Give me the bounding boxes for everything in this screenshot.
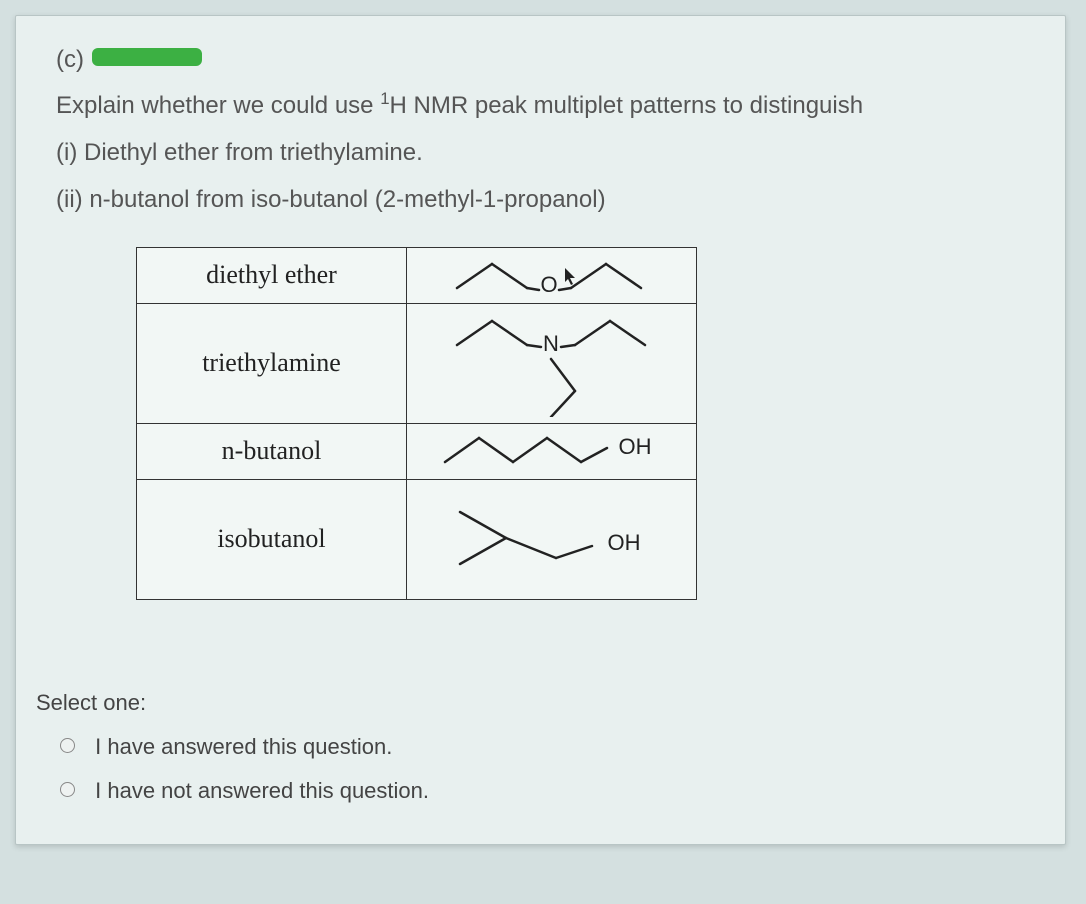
svg-text:O: O (540, 272, 557, 297)
table-row: n-butanol OH (137, 423, 697, 479)
radio-icon[interactable] (60, 782, 75, 797)
triethylamine-structure: N (437, 309, 667, 417)
question-prompt: Explain whether we could use 1H NMR peak… (56, 84, 1025, 127)
radio-icon[interactable] (60, 738, 75, 753)
option-label: I have answered this question. (95, 734, 392, 759)
svg-text:OH: OH (607, 530, 640, 555)
compound-structure-cell: OH (407, 423, 697, 479)
isobutanol-structure: OH (432, 494, 672, 584)
compound-name-cell: n-butanol (137, 423, 407, 479)
table-row: isobutanol OH (137, 479, 697, 599)
compound-name-cell: isobutanol (137, 479, 407, 599)
diethyl_ether-structure: O (437, 250, 667, 300)
table-row: triethylamine N (137, 303, 697, 423)
svg-text:OH: OH (618, 434, 651, 459)
compound-table: diethyl etherOtriethylamineNn-butanolOHi… (136, 247, 697, 600)
compound-structure-cell: OH (407, 479, 697, 599)
compound-structure-cell: O (407, 247, 697, 303)
cursor-icon (565, 268, 575, 285)
part-heading-row: (c) (56, 46, 1025, 74)
table-row: diethyl ether O (137, 247, 697, 303)
svg-text:N: N (543, 331, 559, 356)
part-label: (c) (56, 46, 84, 74)
option-row-not-answered[interactable]: I have not answered this question. (36, 778, 1025, 804)
question-card: (c) Explain whether we could use 1H NMR … (15, 15, 1066, 845)
sub-item-i: (i) Diethyl ether from triethylamine. (56, 131, 1025, 174)
select-one-block: Select one: I have answered this questio… (36, 690, 1025, 804)
option-label: I have not answered this question. (95, 778, 429, 803)
compound-table-body: diethyl etherOtriethylamineNn-butanolOHi… (137, 247, 697, 599)
select-one-label: Select one: (36, 690, 1025, 716)
sub-item-ii: (ii) n-butanol from iso-butanol (2-methy… (56, 178, 1025, 221)
compound-structure-cell: N (407, 303, 697, 423)
option-row-answered[interactable]: I have answered this question. (36, 734, 1025, 760)
redaction-mark (92, 48, 202, 66)
compound-name-cell: diethyl ether (137, 247, 407, 303)
compound-name-cell: triethylamine (137, 303, 407, 423)
n_butanol-structure: OH (427, 426, 677, 476)
